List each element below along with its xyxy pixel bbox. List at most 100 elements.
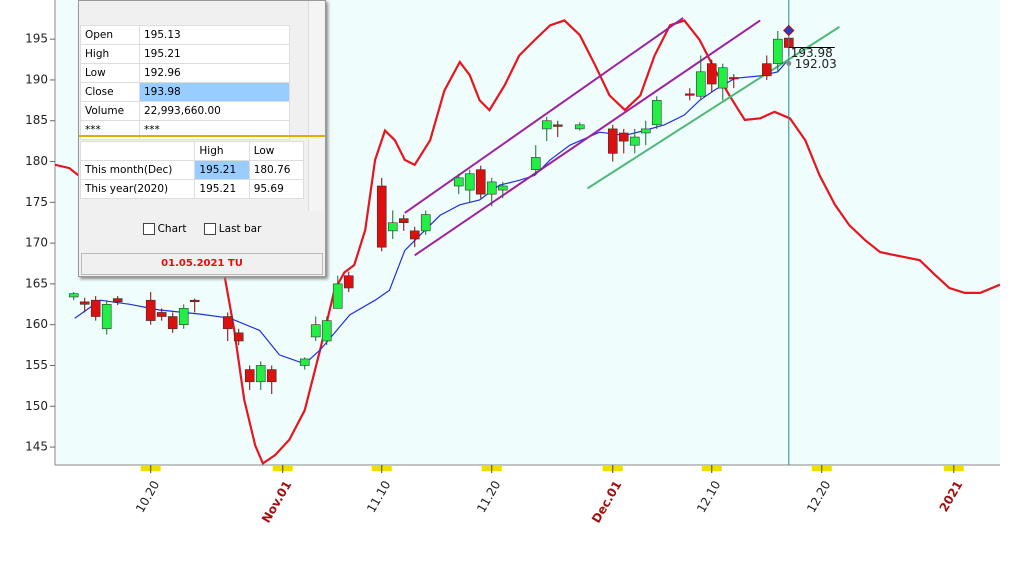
x-tick-label: 2021	[937, 478, 966, 514]
cursor-marker	[783, 24, 795, 37]
candle-body	[607, 128, 618, 154]
y-tick-label: 180	[25, 154, 48, 168]
candle-body	[695, 71, 706, 97]
info-panel: Open 195.13 High 195.21 Low 192.96 Close 193.98…	[78, 0, 326, 277]
quote-row: Volume 22,993,660.00	[80, 101, 290, 121]
period-header: High Low	[79, 141, 305, 161]
period-label: This year(2020)	[79, 179, 196, 199]
quote-row: Close 193.98	[80, 82, 290, 102]
quote-value: 192.96	[139, 63, 290, 83]
divider	[79, 135, 325, 137]
candle-body	[189, 299, 200, 303]
quote-label: High	[80, 44, 140, 64]
candle-body	[464, 173, 475, 191]
candle-body	[772, 38, 783, 64]
y-tick-label: 165	[25, 276, 48, 290]
checkbox[interactable]: Last bar	[203, 223, 262, 235]
candle-body	[244, 369, 255, 383]
candle-body	[101, 303, 112, 330]
quote-value: 193.98	[139, 82, 290, 102]
overlay-line	[404, 17, 684, 214]
checkbox-row: Chart Last bar	[79, 223, 325, 235]
period-row: This month(Dec) 195.21 180.76	[79, 160, 305, 180]
candle-body	[486, 181, 497, 195]
candle-body	[90, 299, 101, 317]
candle-body	[552, 124, 563, 127]
period-value: 195.21	[194, 160, 250, 180]
quote-row: High 195.21	[80, 44, 290, 64]
x-tick-label: 11.20	[474, 478, 503, 515]
candle-body	[618, 132, 629, 142]
candle-body	[79, 301, 90, 305]
candle-body	[387, 222, 398, 232]
quote-label: Low	[80, 63, 140, 83]
scrollbar[interactable]	[308, 139, 324, 211]
column-header: Low	[248, 141, 305, 161]
period-label: This month(Dec)	[79, 160, 196, 180]
candle-body	[651, 100, 662, 126]
quote-value: 195.21	[139, 44, 290, 64]
quote-row: Low 192.96	[80, 63, 290, 83]
period-value: 180.76	[248, 160, 305, 180]
candle-body	[574, 124, 585, 130]
y-tick-label: 160	[25, 317, 48, 331]
checkbox[interactable]: Chart	[142, 223, 187, 235]
candle-body	[343, 275, 354, 289]
quote-table: Open 195.13 High 195.21 Low 192.96 Close 193.98…	[80, 25, 290, 140]
candle-body	[178, 308, 189, 325]
date-label: 01.05.2021 TU	[81, 253, 323, 275]
x-tick-label: 11.10	[364, 478, 393, 515]
y-tick-label: 145	[25, 440, 48, 454]
candle-body	[717, 67, 728, 89]
column-header: High	[194, 141, 250, 161]
candle-body	[255, 365, 266, 383]
quote-label: Close	[80, 82, 140, 102]
candle-body	[332, 283, 343, 309]
y-tick-label: 185	[25, 113, 48, 127]
y-tick-label: 150	[25, 399, 48, 413]
candle-body	[706, 63, 717, 85]
candle-body	[156, 312, 167, 317]
candle-body	[68, 293, 79, 298]
candle-body	[266, 369, 277, 383]
candle-body	[222, 316, 233, 330]
candle-body	[310, 324, 321, 338]
x-tick-label: Nov.01	[259, 478, 294, 525]
x-tick-label: Dec.01	[589, 478, 624, 525]
period-value: 195.21	[194, 179, 250, 199]
checkbox-label: Chart	[157, 223, 187, 235]
y-tick-label: 195	[25, 32, 48, 46]
annotation-label: 192.03	[795, 57, 837, 71]
overlay-line	[74, 60, 789, 365]
candle-body	[145, 299, 156, 321]
checkbox-label: Last bar	[218, 223, 262, 235]
quote-row: Open 195.13	[80, 25, 290, 45]
candle-body	[530, 157, 541, 170]
y-tick-label: 170	[25, 236, 48, 250]
x-tick-label: 10.20	[133, 478, 162, 515]
overlay-line	[414, 19, 761, 257]
quote-label: Volume	[80, 101, 140, 121]
quote-label: Open	[80, 25, 140, 45]
candle-body	[728, 77, 739, 80]
candle-body	[640, 128, 651, 134]
annotation-dot	[786, 60, 792, 66]
candle-body	[420, 214, 431, 232]
quote-value: 195.13	[139, 25, 290, 45]
candle-body	[541, 120, 552, 130]
candle-body	[376, 185, 387, 248]
scrollbar[interactable]	[308, 1, 324, 135]
candle-body	[629, 136, 640, 146]
candle-body	[475, 169, 486, 195]
period-table: High Low This month(Dec) 195.21 180.76 This y…	[79, 141, 305, 199]
candle-body	[321, 320, 332, 342]
y-tick-label: 175	[25, 195, 48, 209]
candle-body	[497, 185, 508, 191]
candle-body	[112, 298, 123, 303]
candle-body	[299, 358, 310, 366]
quote-value: 22,993,660.00	[139, 101, 290, 121]
period-value: 95.69	[248, 179, 305, 199]
candle-body	[398, 218, 409, 224]
